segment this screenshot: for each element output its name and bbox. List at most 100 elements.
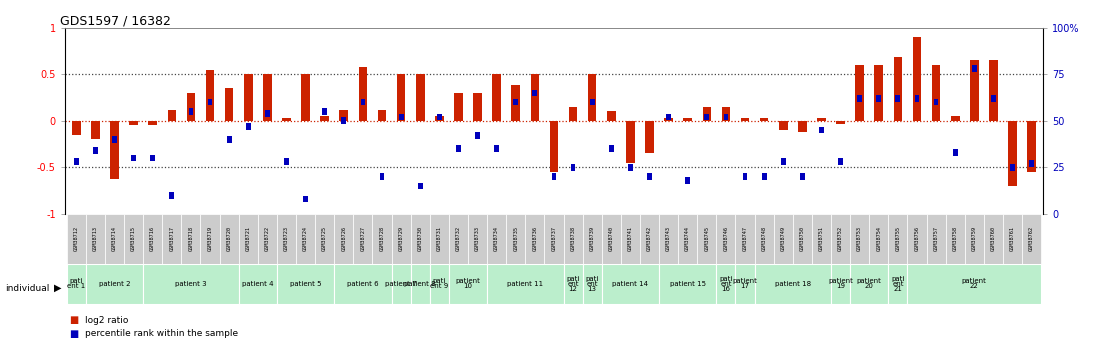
Bar — [277, 214, 296, 264]
Bar — [683, 118, 692, 121]
Bar — [200, 214, 219, 264]
Bar — [162, 214, 181, 264]
Bar — [934, 99, 938, 105]
Bar — [877, 95, 881, 102]
Bar — [741, 118, 749, 121]
Bar — [946, 214, 965, 264]
Text: GSM38734: GSM38734 — [494, 226, 499, 252]
Text: GSM38755: GSM38755 — [896, 226, 900, 252]
Bar — [67, 214, 86, 264]
Text: ■: ■ — [69, 315, 78, 325]
Text: GSM38724: GSM38724 — [303, 226, 309, 252]
Bar — [74, 158, 78, 165]
Bar — [181, 214, 200, 264]
Bar — [836, 121, 845, 124]
Bar — [360, 99, 366, 105]
Bar — [475, 132, 480, 139]
Bar — [800, 174, 805, 180]
Bar — [513, 99, 518, 105]
Text: GSM38749: GSM38749 — [780, 226, 786, 252]
Text: ■: ■ — [69, 329, 78, 339]
Bar — [855, 65, 864, 121]
Bar — [219, 214, 239, 264]
Bar — [991, 95, 996, 102]
Bar — [246, 123, 250, 130]
Text: GSM38746: GSM38746 — [723, 226, 729, 252]
Bar — [647, 174, 652, 180]
Text: GSM38741: GSM38741 — [628, 226, 633, 252]
Text: GSM38726: GSM38726 — [341, 226, 347, 252]
Bar — [435, 116, 444, 121]
Bar — [601, 264, 659, 304]
Text: patient 18: patient 18 — [775, 281, 811, 287]
Bar — [874, 65, 883, 121]
Bar — [1022, 214, 1041, 264]
Bar — [819, 127, 824, 133]
Text: pati
ent
13: pati ent 13 — [586, 276, 599, 292]
Text: patient
22: patient 22 — [961, 278, 987, 289]
Bar — [659, 264, 717, 304]
Text: GSM38730: GSM38730 — [418, 226, 423, 252]
Text: ▶: ▶ — [54, 283, 61, 293]
Text: patient 5: patient 5 — [290, 281, 321, 287]
Bar — [582, 264, 601, 304]
Text: GSM38713: GSM38713 — [93, 226, 98, 252]
Bar — [563, 214, 582, 264]
Text: patient
19: patient 19 — [828, 278, 853, 289]
Bar — [143, 264, 239, 304]
Bar — [149, 121, 157, 125]
Bar — [131, 155, 136, 161]
Bar — [679, 214, 698, 264]
Text: GSM38739: GSM38739 — [589, 226, 595, 252]
Bar — [244, 74, 253, 121]
Bar — [263, 74, 272, 121]
Text: GSM38744: GSM38744 — [685, 226, 690, 252]
Text: GSM38733: GSM38733 — [475, 226, 480, 252]
Bar — [972, 65, 977, 72]
Bar — [391, 214, 410, 264]
Bar — [831, 264, 850, 304]
Text: GSM38762: GSM38762 — [1030, 226, 1034, 252]
Text: GSM38757: GSM38757 — [934, 226, 939, 252]
Text: GSM38736: GSM38736 — [532, 226, 538, 252]
Bar — [91, 121, 100, 139]
Bar — [965, 214, 984, 264]
Text: GSM38714: GSM38714 — [112, 226, 117, 252]
Bar — [525, 214, 544, 264]
Bar — [258, 214, 277, 264]
Bar — [685, 177, 690, 184]
Bar — [1008, 121, 1017, 186]
Bar — [227, 136, 231, 142]
Bar — [717, 214, 736, 264]
Bar — [736, 214, 755, 264]
Bar — [67, 264, 86, 304]
Bar — [492, 74, 501, 121]
Bar — [72, 121, 80, 135]
Bar — [704, 114, 709, 120]
Text: patient 6: patient 6 — [347, 281, 379, 287]
Bar — [915, 95, 919, 102]
Text: GSM38716: GSM38716 — [150, 226, 155, 252]
Bar — [341, 118, 347, 124]
Text: GSM38728: GSM38728 — [379, 226, 385, 252]
Text: GSM38732: GSM38732 — [456, 226, 461, 252]
Bar — [143, 214, 162, 264]
Bar — [321, 116, 329, 121]
Text: patient 4: patient 4 — [243, 281, 274, 287]
Text: pati
ent 1: pati ent 1 — [67, 278, 85, 289]
Text: GSM38754: GSM38754 — [877, 226, 881, 252]
Bar — [984, 214, 1003, 264]
Text: patient
10: patient 10 — [455, 278, 481, 289]
Text: GSM38760: GSM38760 — [991, 226, 996, 252]
Bar — [607, 111, 616, 121]
Text: GSM38725: GSM38725 — [322, 226, 328, 252]
Text: individual: individual — [6, 284, 50, 293]
Bar — [315, 214, 334, 264]
Bar — [817, 118, 826, 121]
Bar — [282, 118, 291, 121]
Text: GSM38720: GSM38720 — [227, 226, 231, 252]
Bar — [410, 214, 429, 264]
Text: GSM38753: GSM38753 — [858, 226, 862, 252]
Bar — [569, 107, 577, 121]
Bar — [550, 121, 558, 172]
